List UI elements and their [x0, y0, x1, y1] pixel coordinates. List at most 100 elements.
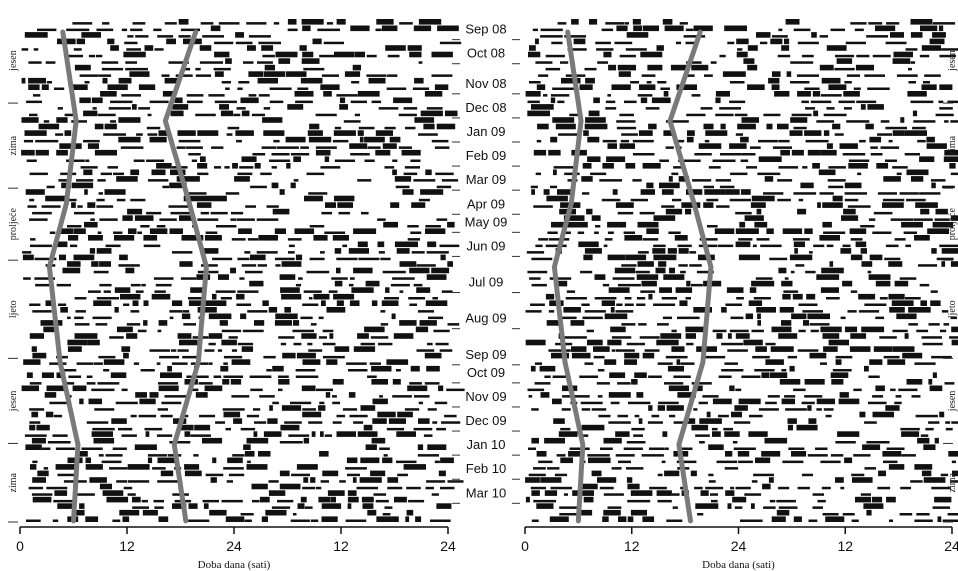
activity-bar — [247, 238, 259, 241]
activity-bar — [882, 451, 902, 457]
activity-bar — [91, 431, 113, 437]
activity-bar — [169, 228, 183, 234]
activity-bar — [370, 336, 389, 339]
activity-bar — [183, 195, 206, 202]
activity-bar — [755, 277, 773, 280]
activity-bar — [160, 414, 173, 418]
activity-bar — [201, 264, 218, 267]
activity-bar — [379, 395, 383, 398]
activity-bar — [268, 480, 279, 483]
activity-bar — [764, 176, 774, 182]
activity-bar — [665, 208, 683, 215]
activity-bar — [604, 238, 613, 241]
activity-bar — [128, 228, 137, 234]
activity-bar — [431, 74, 453, 77]
activity-bar — [611, 336, 632, 339]
activity-bar — [685, 74, 695, 77]
activity-bar — [781, 320, 792, 326]
activity-bar — [408, 297, 425, 300]
activity-bar — [151, 169, 166, 176]
activity-bar — [60, 228, 74, 234]
activity-bar — [97, 113, 116, 117]
activity-bar — [530, 486, 546, 490]
activity-bar — [657, 499, 672, 503]
activity-bar — [840, 248, 852, 254]
activity-bar — [235, 130, 254, 136]
activity-bar — [101, 61, 119, 64]
activity-bar — [200, 211, 209, 215]
activity-bar — [109, 336, 124, 339]
activity-bar — [777, 198, 791, 202]
activity-bar — [378, 107, 399, 110]
activity-bar — [661, 460, 666, 464]
activity-bar — [885, 41, 907, 45]
activity-bar — [632, 153, 655, 156]
activity-bar — [557, 189, 573, 195]
activity-bar — [888, 261, 903, 267]
activity-bar — [246, 414, 259, 418]
activity-bar — [232, 454, 245, 457]
activity-bar — [353, 421, 364, 424]
activity-bar — [225, 192, 240, 195]
activity-bar — [832, 369, 852, 372]
activity-bar — [230, 218, 237, 221]
activity-bar — [446, 388, 465, 392]
activity-bar — [734, 405, 748, 411]
activity-bar — [735, 388, 742, 392]
activity-bar — [417, 454, 439, 457]
activity-bar — [160, 372, 182, 378]
activity-bar — [950, 261, 958, 267]
activity-bar — [774, 91, 790, 97]
activity-bar — [596, 382, 610, 385]
activity-bar — [584, 310, 606, 313]
activity-bar — [940, 473, 949, 477]
activity-bar — [332, 421, 342, 424]
activity-bar — [939, 329, 947, 333]
activity-bar — [348, 283, 354, 287]
activity-bar — [908, 81, 916, 84]
activity-bar — [636, 392, 644, 398]
activity-bar — [565, 297, 587, 300]
activity-bar — [735, 211, 752, 215]
sunrise-line — [46, 29, 81, 524]
activity-bar — [321, 300, 326, 306]
activity-bar — [656, 490, 672, 496]
activity-bar — [130, 169, 140, 176]
activity-bar — [648, 123, 657, 130]
activity-bar — [920, 300, 927, 306]
activity-bar — [634, 372, 647, 378]
activity-bar — [78, 451, 88, 457]
activity-bar — [551, 41, 563, 45]
activity-bar — [929, 38, 945, 45]
activity-bar — [155, 283, 172, 287]
activity-bar — [712, 329, 727, 333]
activity-bar — [689, 264, 702, 267]
activity-bar — [855, 496, 871, 503]
activity-bar — [611, 349, 616, 352]
activity-bar — [28, 61, 42, 64]
activity-bar — [809, 251, 813, 254]
activity-bar — [889, 307, 905, 313]
season-label: jesen — [8, 50, 19, 72]
activity-bar — [200, 156, 206, 162]
activity-bar — [386, 359, 409, 365]
activity-bar — [590, 172, 607, 176]
activity-bar — [738, 398, 761, 405]
activity-bar — [796, 424, 818, 431]
activity-bar — [169, 316, 174, 320]
activity-bar — [905, 48, 918, 51]
activity-bar — [223, 375, 243, 378]
activity-bar — [353, 346, 376, 352]
activity-bar — [236, 107, 246, 110]
activity-bar — [28, 77, 46, 84]
activity-bar — [950, 215, 958, 221]
activity-bar — [170, 169, 186, 176]
activity-bar — [403, 464, 426, 470]
activity-bar — [673, 166, 683, 169]
activity-bar — [105, 454, 123, 457]
activity-bar — [868, 401, 887, 405]
activity-bar — [261, 146, 277, 149]
activity-bar — [23, 359, 41, 365]
activity-bar — [527, 100, 540, 104]
activity-bar — [529, 277, 541, 280]
